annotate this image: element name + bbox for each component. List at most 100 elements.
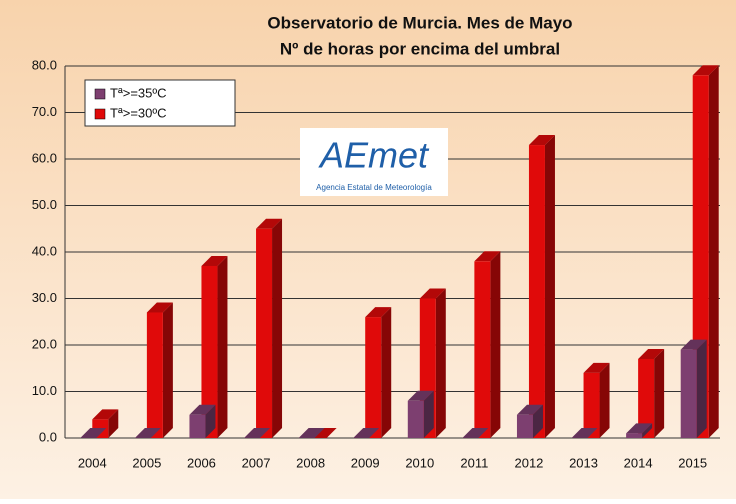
- bar: [571, 428, 598, 438]
- y-tick-label: 60.0: [32, 150, 57, 165]
- x-tick-label: 2004: [78, 455, 107, 470]
- x-tick-label: 2012: [514, 455, 543, 470]
- bar-front: [256, 228, 273, 438]
- bar-top: [407, 390, 434, 401]
- x-tick-label: 2011: [460, 455, 488, 470]
- bar-front: [638, 358, 655, 438]
- bar-top: [189, 404, 216, 415]
- logo-caption: Agencia Estatal de Meteorología: [316, 183, 432, 192]
- bar-top: [298, 428, 325, 438]
- logo-text: AEmet: [318, 135, 430, 176]
- bar-side: [599, 362, 610, 438]
- legend-label: Tª>=35ºC: [110, 85, 167, 100]
- logo-box: [300, 128, 448, 196]
- bar-top: [528, 135, 555, 146]
- legend-box: [84, 79, 236, 127]
- logo: AEmet Agencia Estatal de Meteorología: [300, 128, 448, 196]
- bar-side: [272, 218, 283, 438]
- legend: Tª>=35ºC Tª>=30ºC: [84, 79, 236, 127]
- bar-top: [146, 302, 173, 313]
- bar: [80, 428, 107, 438]
- bar-top: [134, 428, 161, 438]
- bar-side: [654, 348, 665, 438]
- y-tick-label: 0.0: [39, 429, 57, 444]
- bar-front: [474, 261, 491, 438]
- bar-top: [474, 251, 501, 262]
- bar-top: [626, 423, 653, 434]
- y-tick-label: 50.0: [32, 197, 57, 212]
- bar-side: [381, 307, 392, 438]
- bar-top: [583, 362, 610, 373]
- bar-top: [256, 218, 283, 229]
- bar-top: [419, 288, 446, 299]
- bar-side: [532, 404, 543, 438]
- bar: [256, 218, 283, 438]
- bar: [201, 255, 228, 438]
- bar-front: [583, 372, 600, 438]
- bar: [583, 362, 610, 438]
- bar-side: [205, 404, 216, 438]
- x-tick-label: 2010: [405, 455, 434, 470]
- y-tick-label: 30.0: [32, 290, 57, 305]
- bar-front: [189, 414, 206, 438]
- bar-front: [146, 312, 163, 438]
- bar: [298, 428, 325, 438]
- bar: [528, 135, 555, 439]
- legend-label: Tª>=30ºC: [110, 105, 167, 120]
- bar-side: [642, 423, 653, 438]
- bar: [189, 404, 216, 438]
- bar-front: [407, 400, 424, 438]
- bar-top: [680, 339, 707, 350]
- bar-top: [353, 428, 380, 438]
- legend-swatch: [94, 88, 106, 100]
- legend-swatch: [94, 108, 106, 120]
- chart-title: Observatorio de Murcia. Mes de Mayo: [267, 13, 572, 32]
- y-tick-label: 80.0: [32, 57, 57, 72]
- bar-side: [217, 255, 228, 438]
- bar-side: [696, 339, 707, 438]
- bar-top: [92, 409, 119, 420]
- bar-top: [80, 428, 107, 438]
- x-tick-label: 2014: [624, 455, 653, 470]
- x-tick-label: 2006: [187, 455, 216, 470]
- x-tick-label: 2013: [569, 455, 598, 470]
- bar-front: [528, 145, 545, 439]
- bar: [365, 307, 392, 438]
- chart-subtitle: Nº de horas por encima del umbral: [280, 39, 560, 58]
- bar-front: [626, 433, 643, 438]
- bar: [626, 423, 653, 438]
- bar-top: [692, 65, 719, 76]
- x-tick-label: 2008: [296, 455, 325, 470]
- bar-top: [201, 255, 228, 266]
- bar-front: [365, 317, 382, 438]
- bar-side: [108, 409, 119, 438]
- y-tick-label: 20.0: [32, 336, 57, 351]
- bar-front: [680, 349, 697, 438]
- bar-front: [516, 414, 533, 438]
- bar: [146, 302, 173, 438]
- bar: [680, 339, 707, 438]
- bar-top: [638, 348, 665, 359]
- bar-top: [516, 404, 543, 415]
- bar: [516, 404, 543, 438]
- bar-side: [708, 65, 719, 439]
- bar: [407, 390, 434, 438]
- bar: [244, 428, 271, 438]
- x-tick-label: 2015: [678, 455, 707, 470]
- bar-side: [435, 288, 446, 438]
- bar-side: [162, 302, 173, 438]
- y-tick-label: 70.0: [32, 104, 57, 119]
- bar-side: [544, 135, 555, 439]
- bar-side: [423, 390, 434, 438]
- bar-top: [571, 428, 598, 438]
- bar-side: [490, 251, 501, 438]
- bar: [353, 428, 380, 438]
- y-tick-label: 40.0: [32, 243, 57, 258]
- bar: [638, 348, 665, 438]
- bar: [134, 428, 161, 438]
- x-tick-label: 2007: [242, 455, 271, 470]
- bar-top: [462, 428, 489, 438]
- bar: [474, 251, 501, 438]
- bar-top: [365, 307, 392, 318]
